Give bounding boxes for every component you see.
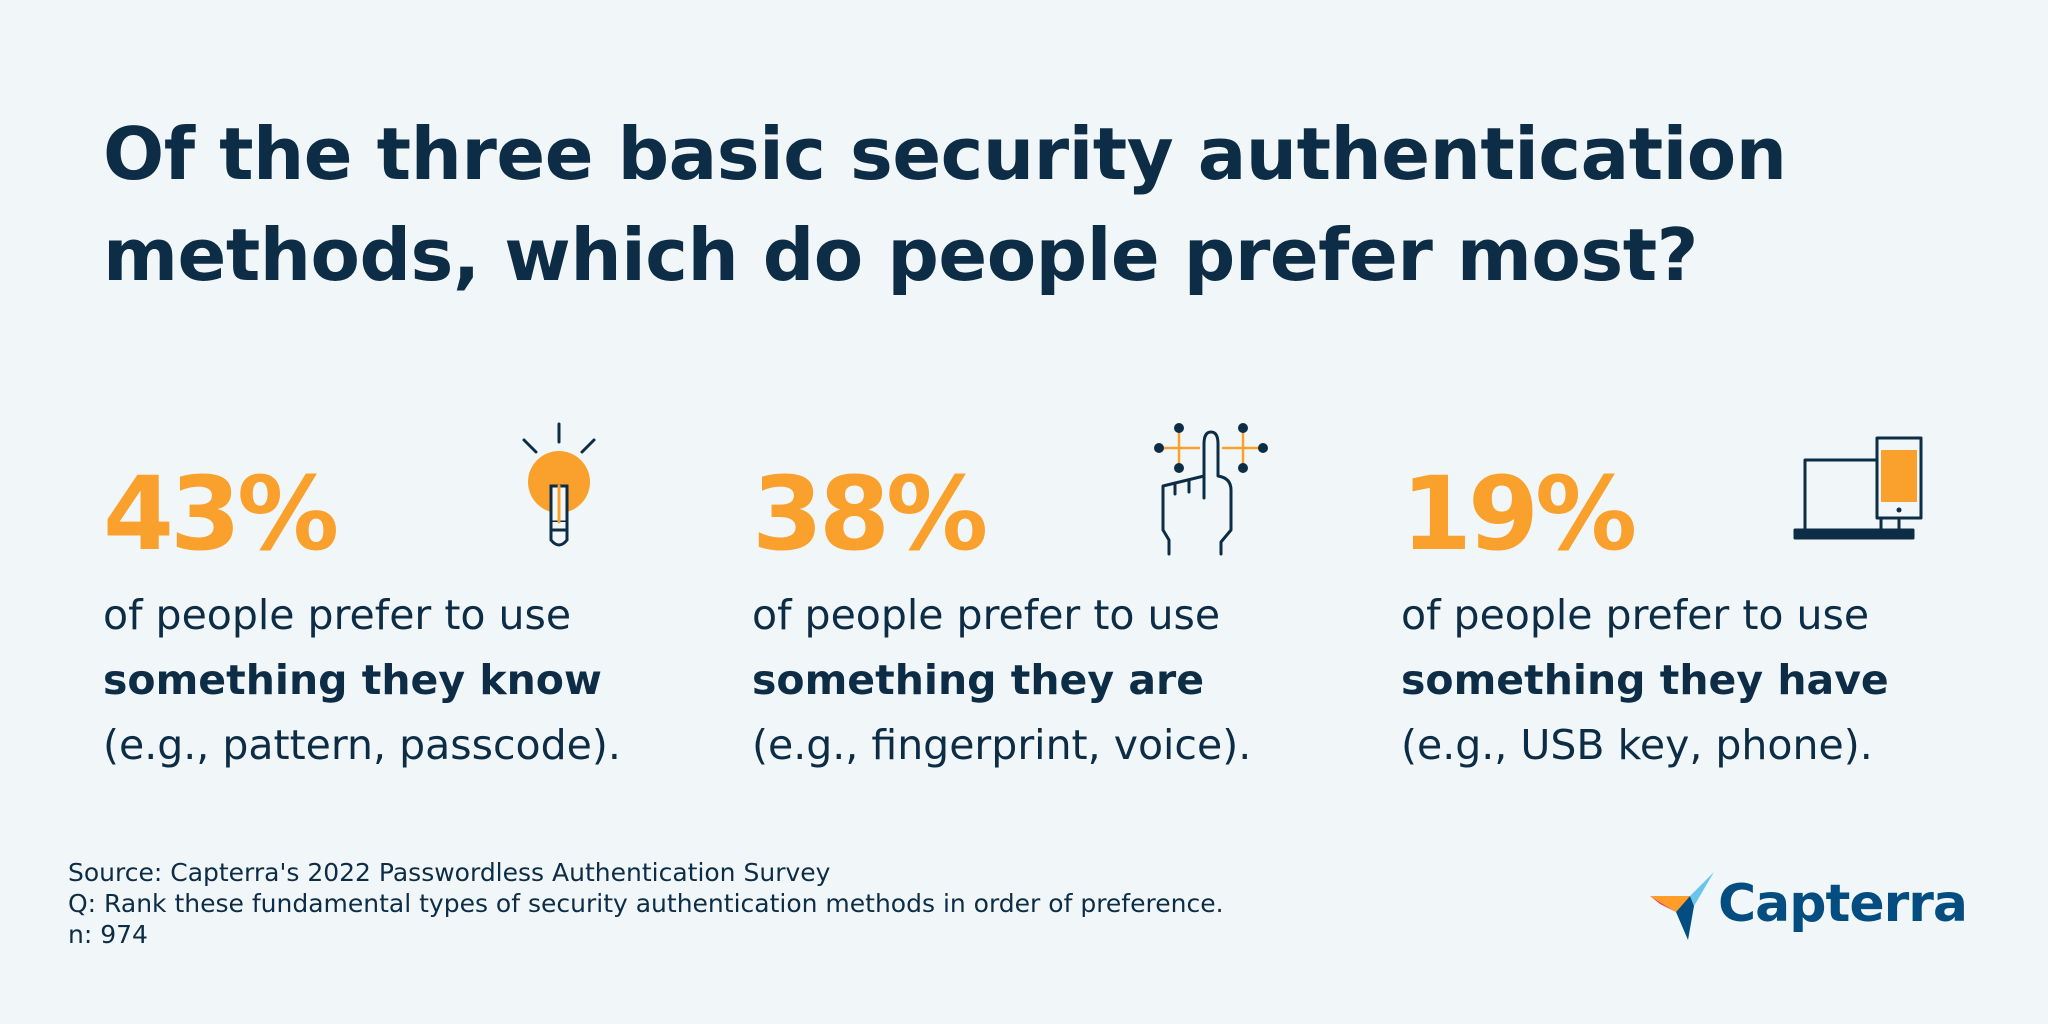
lightbulb-icon	[514, 422, 604, 556]
capterra-logo-text: Capterra	[1718, 874, 1968, 934]
fingerprint-hand-icon	[1151, 420, 1271, 556]
source-note: Source: Capterra's 2022 Passwordless Aut…	[68, 857, 1224, 950]
stat-description: of people prefer to use something they a…	[752, 583, 1392, 778]
capterra-logo-icon	[1650, 872, 1714, 940]
laptop-phone-icon	[1793, 436, 1925, 542]
source-line: Source: Capterra's 2022 Passwordless Aut…	[68, 858, 831, 887]
question-line: Q: Rank these fundamental types of secur…	[68, 889, 1224, 918]
stat-description: of people prefer to use something they k…	[103, 583, 743, 778]
stat-emphasis: something they are	[752, 656, 1205, 704]
stat-line: of people prefer to use	[752, 591, 1221, 639]
title-line-1: Of the three basic security authenticati…	[103, 112, 1787, 196]
stat-value: 19%	[1401, 455, 1637, 574]
stat-emphasis: something they have	[1401, 656, 1889, 704]
stat-line: of people prefer to use	[1401, 591, 1870, 639]
page-title: Of the three basic security authenticati…	[103, 104, 1983, 306]
stat-description: of people prefer to use something they h…	[1401, 583, 2041, 778]
title-line-2: methods, which do people prefer most?	[103, 213, 1698, 297]
capterra-logo: Capterra	[1648, 868, 1988, 940]
stat-line: of people prefer to use	[103, 591, 572, 639]
stat-example: (e.g., USB key, phone).	[1401, 721, 1873, 769]
stat-value: 38%	[752, 455, 988, 574]
sample-size-line: n: 974	[68, 920, 148, 949]
stat-emphasis: something they know	[103, 656, 602, 704]
stat-example: (e.g., fingerprint, voice).	[752, 721, 1252, 769]
stat-example: (e.g., pattern, passcode).	[103, 721, 621, 769]
stat-value: 43%	[103, 455, 339, 574]
